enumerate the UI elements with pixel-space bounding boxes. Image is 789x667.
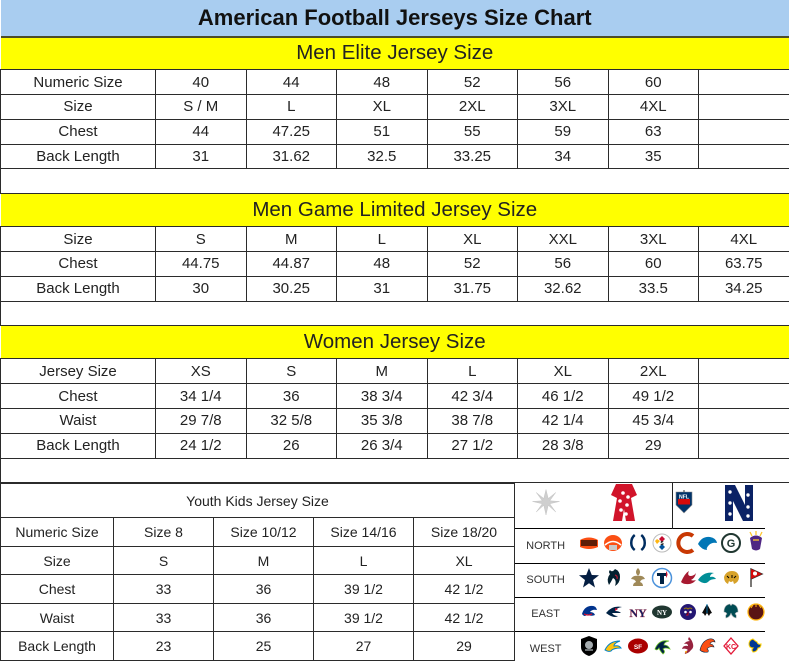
svg-text:G: G [727,538,736,550]
svg-text:KC: KC [726,644,736,651]
svg-text:SF: SF [633,644,641,651]
svg-text:NY: NY [629,606,647,620]
svg-text:NY: NY [657,609,667,617]
svg-text:NFL: NFL [679,495,690,501]
